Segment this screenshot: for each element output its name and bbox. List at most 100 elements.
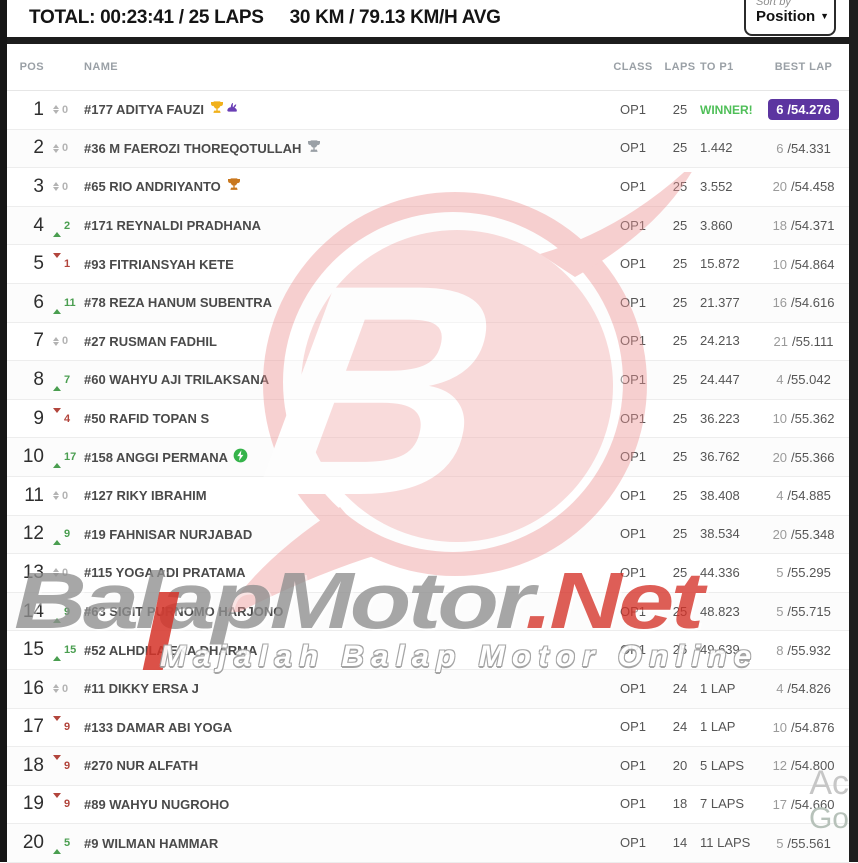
table-row[interactable]: 12 9 #19 FAHNISAR NURJABAD OP1 25 38.534…	[7, 515, 849, 555]
table-row[interactable]: 8 7 #60 WAHYU AJI TRILAKSANA OP1 25 24.4…	[7, 361, 849, 400]
best-lap-number: 4	[776, 488, 784, 504]
left-edge-bar	[0, 0, 7, 862]
best-lap-value: 5 /55.715	[776, 604, 831, 619]
position-change-value: 7	[64, 373, 71, 386]
best-lap-time: /55.366	[791, 449, 835, 465]
distance-avg-speed: 30 KM / 79.13 KM/H AVG	[289, 7, 501, 28]
position-change-arrow-icon	[53, 754, 61, 772]
class-value: OP1	[619, 294, 646, 310]
best-lap-number: 6	[776, 140, 784, 156]
position-change-value: 1	[64, 258, 71, 271]
class-value: OP1	[619, 564, 646, 580]
laps-value: 24	[672, 680, 688, 696]
class-value: OP1	[619, 757, 646, 773]
laps-value: 25	[672, 140, 688, 156]
best-lap-value: 6 /54.331	[776, 141, 831, 156]
column-header-name: NAME	[84, 61, 118, 73]
table-row[interactable]: 14 9 #63 SIGIT PURNOMO HARJONO OP1 25 48…	[7, 592, 849, 632]
table-row[interactable]: 16 0 #11 DIKKY ERSA J OP1 24 1 LAP 4 /54…	[7, 669, 849, 709]
position-change-arrow-icon	[53, 373, 61, 391]
rider-name: #158 ANGGI PERMANA	[84, 449, 228, 465]
position-number: 12	[22, 523, 44, 545]
sort-selected-option: Position	[756, 8, 816, 25]
best-lap-value: 4 /54.826	[776, 681, 831, 696]
position-number: 1	[33, 98, 44, 120]
table-row[interactable]: 1 0 #177 ADITYA FAUZI OP1 25 WINNER! 6 /…	[7, 91, 849, 130]
position-change-indicator: 7	[53, 373, 84, 391]
rider-name: #19 FAHNISAR NURJABAD	[84, 526, 253, 542]
class-value: OP1	[619, 835, 646, 851]
gap-to-p1-value: 1 LAP	[700, 680, 736, 696]
position-change-indicator: 0	[53, 335, 84, 347]
right-edge-bar	[849, 0, 858, 862]
best-lap-time: /54.276	[787, 102, 831, 118]
position-change-indicator: 0	[53, 567, 84, 579]
rider-name: #171 REYNALDI PRADHANA	[84, 218, 261, 234]
class-value: OP1	[619, 526, 646, 542]
position-change-indicator: 5	[53, 837, 84, 855]
table-row[interactable]: 13 0 #115 YOGA ADI PRATAMA OP1 25 44.336…	[7, 554, 849, 593]
laps-value: 18	[672, 796, 688, 812]
gap-to-p1-value: 44.336	[700, 564, 740, 580]
gap-to-p1-value: 48.823	[700, 603, 740, 619]
best-lap-number: 20	[772, 179, 788, 195]
rider-name: #270 NUR ALFATH	[84, 758, 199, 774]
class-value: OP1	[619, 217, 646, 233]
table-row[interactable]: 3 0 #65 RIO ANDRIYANTO OP1 25 3.552 20 /…	[7, 168, 849, 207]
best-lap-number: 8	[776, 642, 784, 658]
table-row[interactable]: 11 0 #127 RIKY IBRAHIM OP1 25 38.408 4 /…	[7, 476, 849, 516]
best-lap-value: 6 /54.276	[768, 99, 839, 121]
sort-dropdown[interactable]: Sort by Position ▼	[744, 0, 836, 36]
table-row[interactable]: 20 5 #9 WILMAN HAMMAR OP1 14 11 LAPS 5 /…	[7, 824, 849, 863]
table-row[interactable]: 10 17 #158 ANGGI PERMANA OP1 25 36.762 2…	[7, 438, 849, 477]
position-change-indicator: 9	[53, 793, 84, 811]
rider-name: #11 DIKKY ERSA J	[84, 681, 199, 697]
best-lap-number: 5	[776, 835, 784, 851]
best-lap-number: 21	[773, 333, 788, 349]
table-row[interactable]: 18 9 #270 NUR ALFATH OP1 20 5 LAPS 12 /5…	[7, 747, 849, 786]
position-change-value: 0	[62, 566, 69, 579]
bronze-trophy-icon	[226, 177, 242, 193]
best-lap-number: 17	[772, 796, 788, 812]
table-row[interactable]: 17 9 #133 DAMAR ABI YOGA OP1 24 1 LAP 10…	[7, 708, 849, 748]
laps-value: 25	[672, 487, 688, 503]
best-lap-time: /55.111	[792, 333, 834, 349]
best-lap-number: 20	[772, 526, 788, 542]
position-change-arrow-icon	[53, 143, 59, 153]
gap-to-p1-value: 36.762	[700, 449, 740, 465]
position-number: 11	[24, 484, 44, 506]
gold-trophy-icon	[209, 100, 225, 116]
position-change-value: 0	[62, 142, 69, 155]
best-lap-number: 4	[776, 681, 784, 697]
class-value: OP1	[619, 410, 646, 426]
best-lap-number: 16	[772, 295, 788, 311]
position-change-value: 9	[64, 798, 71, 811]
table-row[interactable]: 19 9 #89 WAHYU NUGROHO OP1 18 7 LAPS 17 …	[7, 785, 849, 825]
rider-name: #27 RUSMAN FADHIL	[84, 333, 217, 349]
position-change-arrow-icon	[53, 644, 61, 662]
position-change-value: 9	[64, 528, 71, 541]
column-header-to-p1: TO P1	[700, 61, 734, 73]
table-row[interactable]: 5 1 #93 FITRIANSYAH KETE OP1 25 15.872 1…	[7, 245, 849, 284]
class-value: OP1	[619, 680, 646, 696]
position-change-arrow-icon	[53, 684, 59, 694]
position-number: 4	[33, 214, 44, 236]
table-row[interactable]: 7 0 #27 RUSMAN FADHIL OP1 25 24.213 21 /…	[7, 322, 849, 362]
gap-to-p1-value: 38.534	[700, 526, 740, 542]
best-lap-time: /54.864	[791, 256, 835, 272]
gap-to-p1-value: 21.377	[700, 294, 740, 310]
best-lap-value: 16 /54.616	[773, 295, 835, 310]
rider-name: #133 DAMAR ABI YOGA	[84, 719, 233, 735]
gap-to-p1-value: 5 LAPS	[700, 757, 745, 773]
table-row[interactable]: 15 15 #52 ALHDILA EKA DHARMA OP1 25 49.6…	[7, 631, 849, 670]
gap-to-p1-value: 36.223	[700, 410, 740, 426]
table-row[interactable]: 6 11 #78 REZA HANUM SUBENTRA OP1 25 21.3…	[7, 283, 849, 323]
table-row[interactable]: 4 2 #171 REYNALDI PRADHANA OP1 25 3.860 …	[7, 206, 849, 246]
chevron-down-icon: ▼	[820, 11, 830, 21]
best-lap-number: 6	[776, 102, 784, 118]
table-row[interactable]: 9 4 #50 RAFID TOPAN S OP1 25 36.223 10 /…	[7, 399, 849, 439]
position-change-value: 0	[62, 180, 69, 193]
table-row[interactable]: 2 0 #36 M FAEROZI THOREQOTULLAH OP1 25 1…	[7, 129, 849, 169]
laps-value: 25	[672, 101, 688, 117]
column-header-best-lap: BEST LAP	[774, 61, 833, 73]
